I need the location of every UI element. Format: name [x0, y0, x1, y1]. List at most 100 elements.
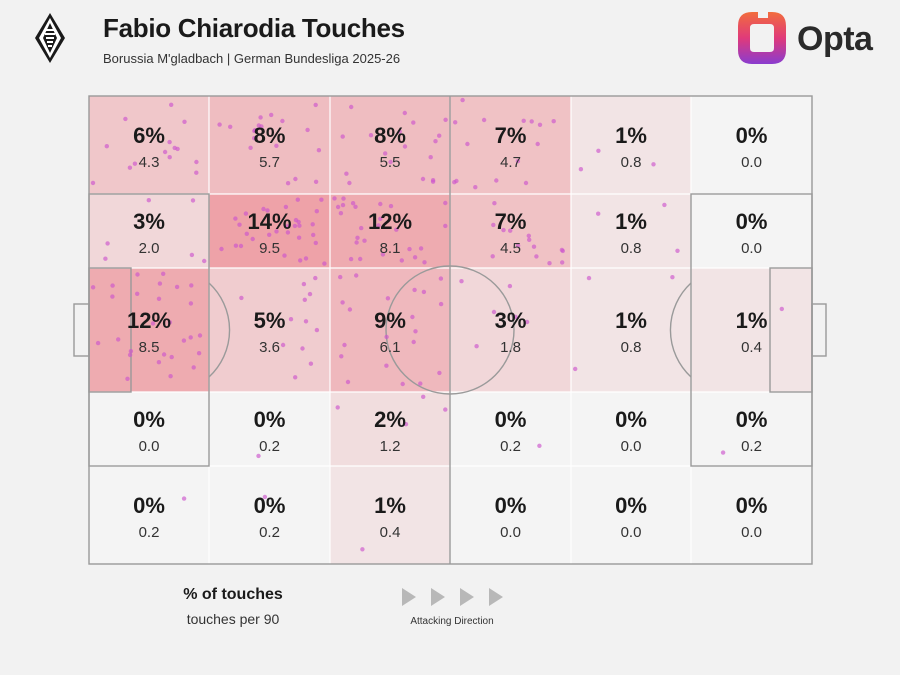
touch-dot [307, 291, 313, 297]
heatmap-cell [571, 194, 691, 268]
touch-dot [169, 354, 174, 360]
touch-dot [189, 283, 194, 288]
cell-percent-label: 1% [615, 209, 647, 234]
touch-dot [494, 178, 499, 183]
touch-dot [332, 196, 337, 201]
touch-dot [360, 547, 365, 552]
touch-dot [105, 241, 110, 246]
touch-dot [262, 494, 268, 500]
touch-dot [116, 337, 121, 342]
touch-dot [535, 141, 540, 147]
touch-dot [547, 261, 552, 266]
touch-dot [123, 116, 128, 122]
touch-dot [261, 206, 266, 212]
cell-percent-label: 1% [736, 308, 768, 333]
touch-dot [388, 159, 393, 165]
cell-per90-label: 9.5 [259, 240, 280, 257]
touch-dot [400, 381, 405, 387]
touch-dot [300, 346, 305, 351]
touch-dot [378, 201, 383, 207]
touch-dot [297, 223, 302, 228]
heatmap-cell [209, 96, 330, 194]
touch-dot [344, 171, 349, 176]
touch-dot [104, 144, 110, 149]
touch-dot [407, 246, 412, 252]
touch-dot [237, 222, 242, 227]
touch-dot [385, 296, 391, 301]
touch-dot [189, 252, 195, 258]
touch-dot [239, 295, 244, 301]
touch-dot [507, 283, 513, 289]
touch-dot [339, 354, 344, 359]
touch-dot [282, 253, 287, 258]
chart-subtitle: Borussia M'gladbach | German Bundesliga … [103, 51, 401, 66]
cell-per90-label: 0.8 [621, 339, 642, 356]
heatmap-cell [691, 268, 812, 392]
touch-dots [90, 97, 784, 552]
touch-dot [161, 352, 167, 357]
cell-per90-label: 4.7 [500, 154, 521, 171]
cell-per90-label: 8.5 [139, 339, 160, 356]
touch-dot [388, 203, 394, 209]
cell-percent-label: 0% [495, 407, 527, 432]
touch-dot [358, 256, 363, 262]
touch-dot [368, 133, 374, 138]
touch-dot [125, 376, 130, 381]
touch-dot [345, 379, 351, 385]
cell-per90-label: 0.0 [621, 524, 642, 541]
touch-dot [296, 235, 302, 240]
touch-dot [191, 365, 196, 370]
touch-dot [350, 201, 356, 206]
touch-dot [238, 243, 244, 249]
touch-dot [383, 151, 388, 156]
cell-per90-label: 0.2 [741, 438, 762, 455]
touch-dot [283, 204, 289, 210]
cell-per90-label: 1.2 [380, 438, 401, 455]
opta-wordmark: Opta [797, 20, 873, 58]
touch-dot [384, 334, 389, 340]
touch-dot [596, 211, 601, 216]
touch-dot [473, 185, 478, 190]
cell-percent-label: 2% [374, 407, 406, 432]
cell-percent-label: 1% [615, 123, 647, 148]
attacking-direction-arrows-icon [402, 588, 503, 606]
touch-dot [433, 139, 438, 144]
touch-dot [355, 235, 360, 240]
touch-dot [285, 224, 290, 229]
opta-logo-icon [738, 10, 786, 64]
touch-dot [95, 340, 101, 346]
cell-percent-label: 0% [615, 493, 647, 518]
touch-dot [132, 161, 138, 166]
heatmap-cell [450, 96, 571, 194]
touch-dot [301, 281, 307, 287]
cell-per90-label: 0.0 [741, 154, 762, 171]
touch-dot [313, 102, 318, 108]
touch-dot [233, 243, 239, 248]
cell-per90-label: 1.8 [500, 339, 521, 356]
cell-percent-label: 0% [495, 493, 527, 518]
touch-dot [428, 155, 433, 160]
cell-per90-label: 0.0 [741, 524, 762, 541]
touch-dot [651, 162, 656, 167]
touch-dot [194, 159, 199, 165]
touch-dot [413, 329, 418, 334]
touch-dot [338, 211, 344, 216]
left-penalty-arc [208, 282, 231, 378]
touch-dot [288, 317, 294, 322]
touch-dot [167, 155, 172, 160]
touch-dot [182, 119, 187, 125]
touch-dot [280, 118, 285, 124]
touch-dot [501, 227, 506, 233]
touch-dot [202, 258, 207, 264]
touch-dot [454, 178, 459, 184]
club-crest-icon [35, 13, 65, 63]
touch-dot [474, 344, 479, 349]
heatmap-cell [89, 268, 209, 392]
touch-dot [399, 258, 404, 263]
left-goal [73, 303, 90, 357]
pitch-markings [73, 95, 827, 565]
touch-dot [280, 342, 286, 348]
touch-dot [103, 256, 108, 261]
cell-per90-label: 3.6 [259, 339, 280, 356]
touch-dot [437, 370, 442, 376]
